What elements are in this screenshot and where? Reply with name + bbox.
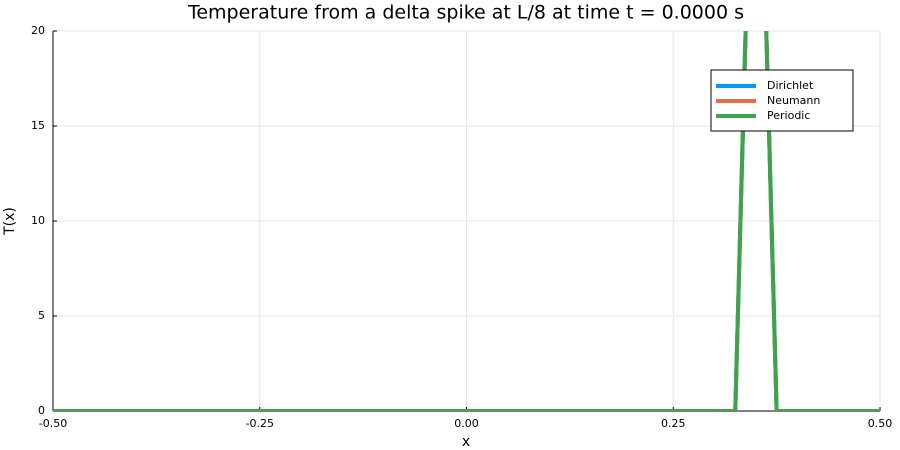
y-tick-label: 0 [38, 404, 45, 417]
x-tick-label: 0.00 [454, 417, 479, 430]
y-tick-label: 5 [38, 309, 45, 322]
y-axis-label: T(x) [2, 207, 18, 236]
y-tick-label: 20 [31, 24, 45, 37]
legend-label: Neumann [767, 94, 820, 107]
x-tick-label: 0.50 [868, 417, 893, 430]
y-tick-label: 10 [31, 214, 45, 227]
y-tick-label: 15 [31, 119, 45, 132]
legend-label: Periodic [767, 109, 810, 122]
x-axis-label: x [462, 434, 470, 450]
legend-label: Dirichlet [767, 79, 814, 92]
x-tick-label: -0.50 [39, 417, 67, 430]
chart-title: Temperature from a delta spike at L/8 at… [187, 2, 744, 24]
x-tick-label: 0.25 [661, 417, 686, 430]
x-tick-label: -0.25 [246, 417, 274, 430]
